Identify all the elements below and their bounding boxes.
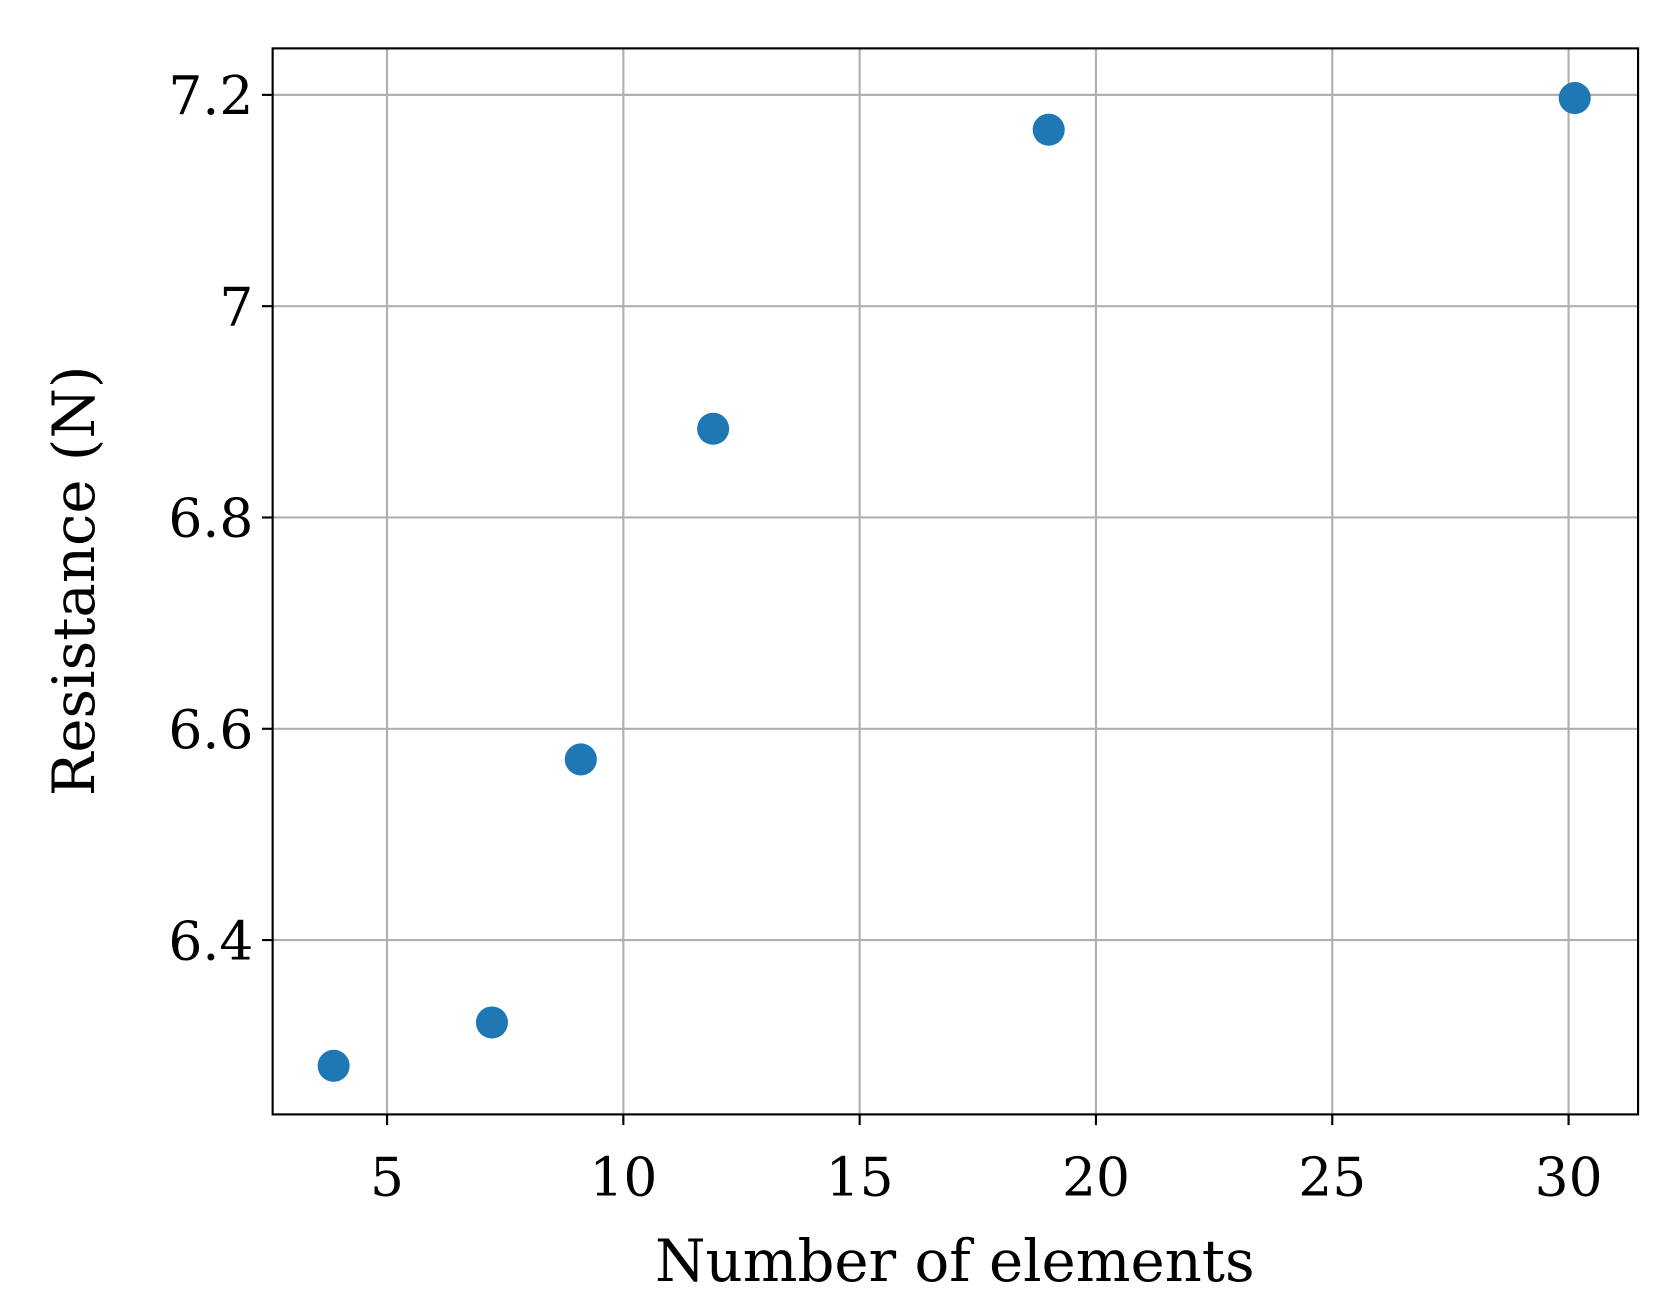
y-tick-label: 6.8: [168, 487, 253, 550]
x-tick-label: 15: [826, 1146, 894, 1209]
point: [564, 743, 597, 776]
y-tick-label: 7.2: [168, 64, 253, 127]
y-tick-label: 7: [219, 275, 253, 338]
x-tick-label: 30: [1535, 1146, 1603, 1209]
point: [475, 1006, 508, 1039]
y-tick-label: 6.4: [168, 909, 253, 972]
plot-frame: [271, 47, 1640, 1116]
x-tick-label: 25: [1298, 1146, 1366, 1209]
y-tick-label: 6.6: [168, 698, 253, 761]
point: [317, 1049, 350, 1082]
x-tick-label: 5: [370, 1146, 404, 1209]
x-tick-label: 10: [589, 1146, 657, 1209]
y-axis-label: Resistance (N): [40, 366, 108, 796]
x-axis-label: Number of elements: [655, 1227, 1255, 1295]
point: [1558, 82, 1591, 115]
point: [1032, 113, 1065, 146]
point: [697, 412, 730, 445]
x-tick-label: 20: [1062, 1146, 1130, 1209]
